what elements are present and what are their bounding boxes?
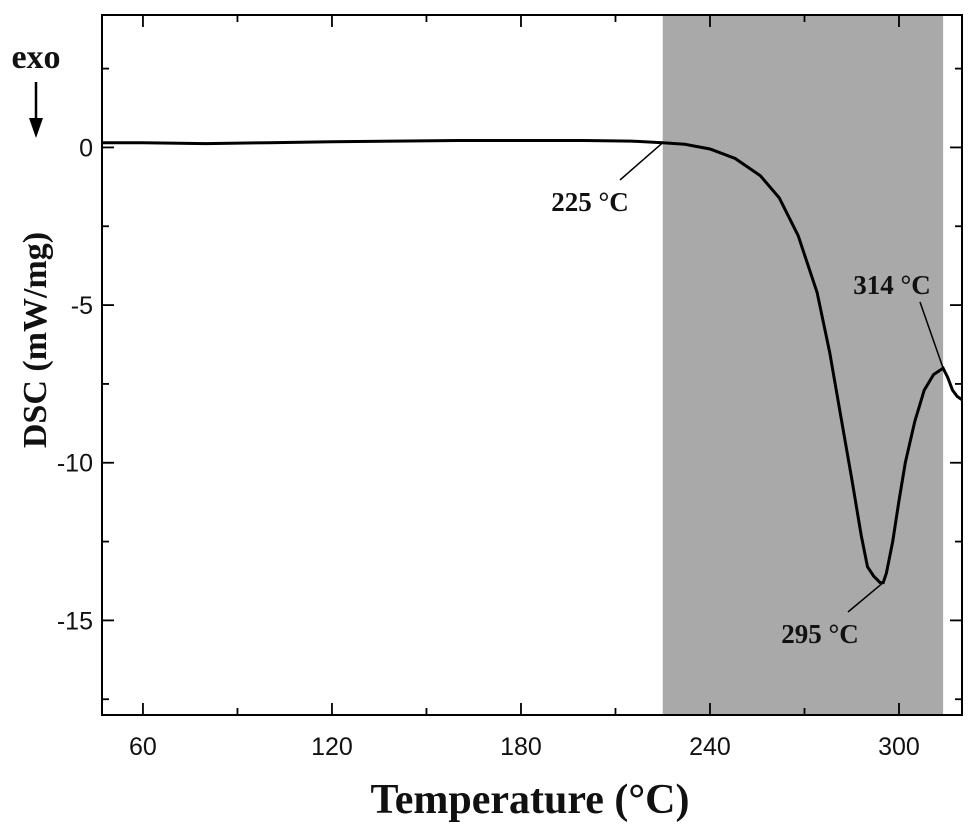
plot-frame — [101, 14, 963, 716]
y-tick-label: -15 — [57, 607, 93, 635]
shaded-region — [662, 15, 944, 715]
dsc-curve — [102, 139, 963, 585]
x-tick-label: 180 — [500, 733, 542, 761]
x-axis-title: Temperature (°C) — [371, 777, 690, 823]
annotation-labels: 225 °C 295 °C 314 °C — [551, 187, 931, 649]
x-tick-label: 240 — [689, 733, 731, 761]
annotation-leader — [919, 301, 944, 369]
x-tick-label: 60 — [129, 733, 157, 761]
annotation-label: 314 °C — [853, 270, 931, 300]
exo-label: exo — [11, 39, 60, 76]
x-tick-labels: 60 120 180 240 300 — [129, 733, 920, 761]
axis-ticks — [102, 15, 962, 715]
x-tick-label: 300 — [878, 733, 920, 761]
y-axis-title: DSC (mW/mg) — [17, 232, 54, 448]
annotation-label: 225 °C — [551, 187, 629, 217]
annotation-label: 295 °C — [781, 619, 859, 649]
y-tick-label: 0 — [79, 134, 93, 162]
annotation-leader — [619, 142, 664, 181]
y-tick-label: -5 — [71, 292, 93, 320]
x-tick-label: 120 — [311, 733, 353, 761]
y-tick-labels: 0 -5 -10 -15 — [57, 134, 93, 635]
exo-arrow-icon — [29, 82, 43, 138]
annotation-leader — [847, 581, 884, 613]
y-tick-label: -10 — [57, 450, 93, 478]
annotation-leaders — [619, 142, 944, 613]
